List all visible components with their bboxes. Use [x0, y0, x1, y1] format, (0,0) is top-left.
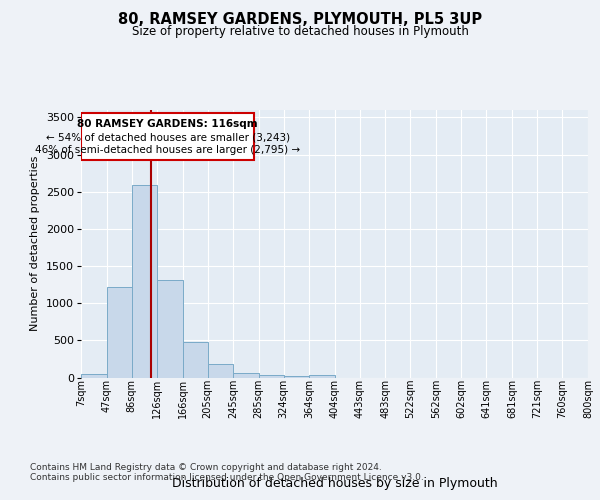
- Text: ← 54% of detached houses are smaller (3,243): ← 54% of detached houses are smaller (3,…: [46, 132, 290, 142]
- Bar: [233, 374, 259, 378]
- Text: 46% of semi-detached houses are larger (2,795) →: 46% of semi-detached houses are larger (…: [35, 146, 300, 156]
- Bar: [259, 375, 284, 378]
- Y-axis label: Number of detached properties: Number of detached properties: [31, 156, 40, 332]
- Text: Size of property relative to detached houses in Plymouth: Size of property relative to detached ho…: [131, 24, 469, 38]
- Bar: [107, 287, 131, 378]
- Bar: [309, 376, 335, 378]
- Text: 80 RAMSEY GARDENS: 116sqm: 80 RAMSEY GARDENS: 116sqm: [77, 120, 258, 130]
- Bar: [284, 376, 309, 378]
- X-axis label: Distribution of detached houses by size in Plymouth: Distribution of detached houses by size …: [172, 476, 497, 490]
- Text: 80, RAMSEY GARDENS, PLYMOUTH, PL5 3UP: 80, RAMSEY GARDENS, PLYMOUTH, PL5 3UP: [118, 12, 482, 28]
- FancyBboxPatch shape: [81, 112, 254, 160]
- Bar: [131, 185, 157, 378]
- Bar: [182, 342, 208, 378]
- Text: Contains public sector information licensed under the Open Government Licence v3: Contains public sector information licen…: [30, 474, 424, 482]
- Bar: [81, 374, 107, 378]
- Bar: [208, 364, 233, 378]
- Bar: [157, 280, 182, 378]
- Text: Contains HM Land Registry data © Crown copyright and database right 2024.: Contains HM Land Registry data © Crown c…: [30, 462, 382, 471]
